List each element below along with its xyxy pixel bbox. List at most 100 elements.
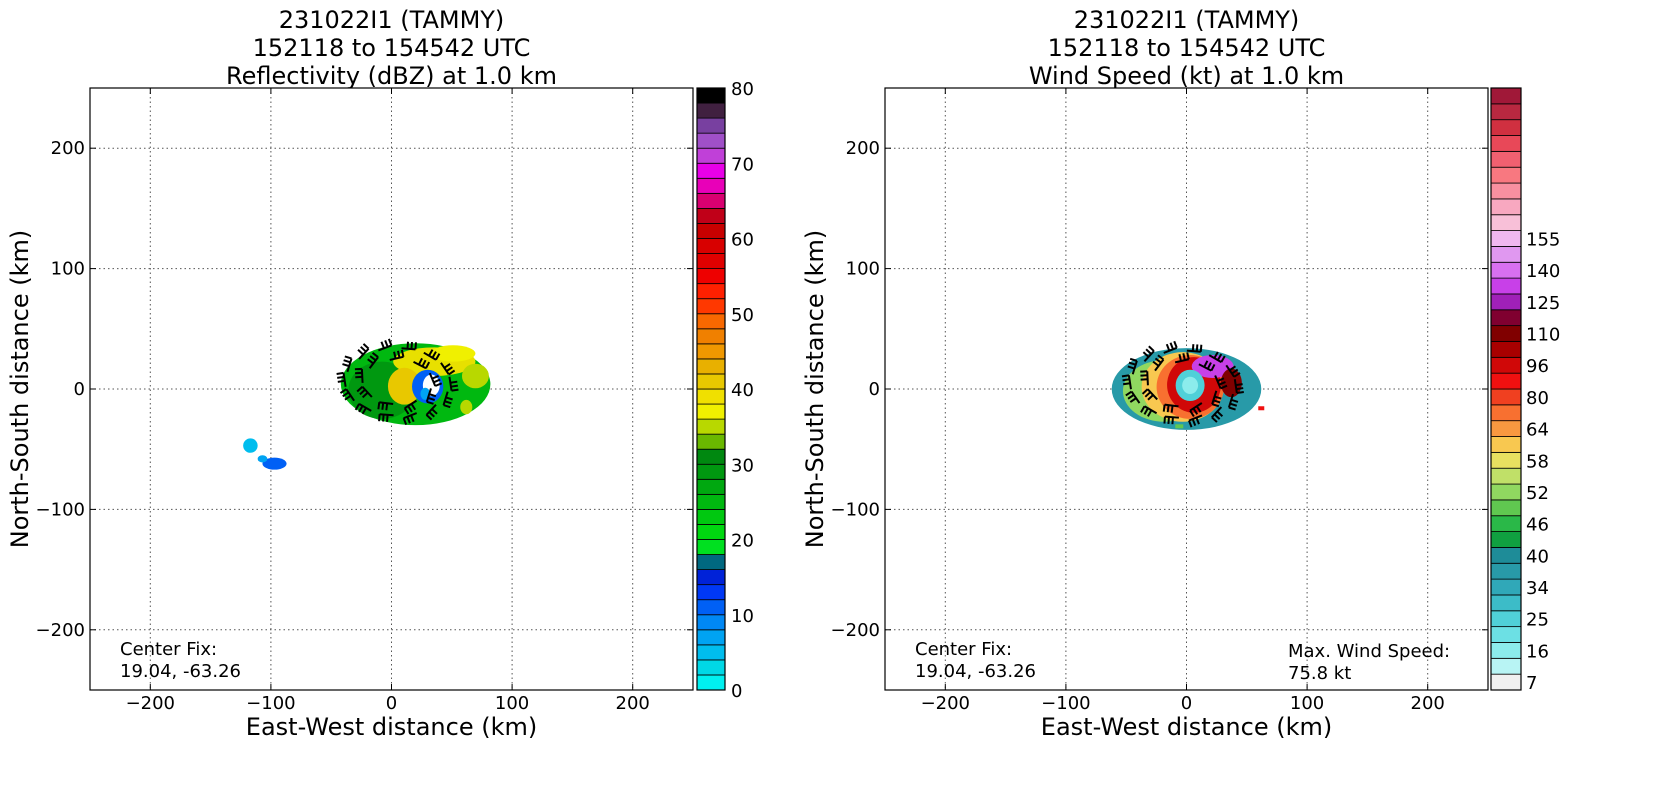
wind-barb-staff (423, 351, 437, 361)
wind-barb-staff (1227, 393, 1234, 408)
wind-barb-flag (336, 371, 344, 375)
wind-barb-flag (337, 379, 345, 383)
radar-echo-layer (1111, 340, 1265, 430)
wind-barb-staff (345, 388, 355, 402)
wind-barb (1141, 388, 1158, 401)
wind-barb-flag (425, 361, 431, 369)
wind-barb-flag (410, 414, 415, 423)
wind-barb-flag (414, 342, 417, 350)
colorbar-tick-label: 110 (1526, 325, 1560, 346)
wind-barb-flag (1199, 344, 1203, 352)
wind-barb-flag (361, 407, 367, 415)
colorbar-bin (1490, 499, 1522, 517)
wind-barb (354, 402, 372, 415)
x-tick-label: −100 (246, 693, 295, 714)
wind-barb-flag (417, 357, 423, 366)
wind-barb-flag (1195, 417, 1200, 425)
wind-barb-flag (1127, 365, 1135, 370)
wind-barb-flag (354, 403, 360, 411)
wind-barb-flag (443, 404, 451, 409)
wind-barb-flag (1147, 394, 1154, 401)
y-tick-label: −200 (36, 620, 85, 641)
wind-barb-flag (406, 416, 411, 424)
wind-barb-flag (342, 363, 350, 368)
wind-barb-flag (1228, 406, 1236, 411)
wind-barb-flag (1145, 348, 1152, 355)
colorbar-bin (1490, 277, 1522, 295)
title-line-field: Wind Speed (kt) at 1.0 km (1028, 62, 1345, 90)
wind-barb (423, 349, 441, 361)
x-axis-label: East-West distance (km) (1041, 713, 1332, 741)
wind-barb-flag (1171, 417, 1174, 425)
wind-barb-flag (1220, 355, 1226, 363)
colorbar-bin (1490, 451, 1522, 469)
colorbar-bin (1490, 341, 1522, 358)
wind-barb-flag (1231, 368, 1239, 375)
wind-barb-flag (1229, 402, 1238, 407)
wind-barb (1189, 402, 1203, 418)
colorbar-tick-label: 30 (731, 455, 754, 476)
wind-barb (1208, 351, 1226, 363)
wind-barb-flag (410, 403, 417, 411)
wind-barb (1174, 352, 1190, 364)
wind-barb-flag (1233, 372, 1241, 378)
y-tick-label: 200 (51, 138, 85, 159)
wind-barb-flag (1229, 365, 1237, 372)
wind-barb-flag (450, 380, 458, 384)
title-line-time: 152118 to 154542 UTC (1047, 34, 1326, 62)
wind-barb-staff (413, 360, 427, 370)
colorbar-bin (696, 177, 726, 194)
wind-barb-flag (1122, 378, 1130, 382)
wind-barb (1125, 390, 1141, 404)
wind-barb-flag (1142, 351, 1150, 358)
wind-barb-flag (431, 374, 439, 380)
colorbar-bin (696, 373, 726, 390)
colorbar-bin (696, 147, 726, 164)
wind-barb (402, 412, 418, 426)
colorbar-bin (696, 524, 726, 540)
wind-barb (1162, 403, 1179, 413)
wind-barb-flag (1162, 404, 1166, 412)
wind-barb (389, 349, 405, 361)
y-tick-label: 100 (846, 259, 880, 280)
wind-barb-flag (444, 400, 452, 405)
y-axis-label: North-South distance (km) (6, 230, 34, 549)
wind-barb-flag (1129, 397, 1137, 403)
title-line-field: Reflectivity (dBZ) at 1.0 km (226, 62, 557, 90)
wind-barb-flag (344, 355, 352, 360)
wind-barb-staff (1211, 390, 1218, 405)
colorbar-bin (1490, 166, 1522, 184)
colorbar-bin (696, 298, 726, 315)
wind-barb-flag (1123, 382, 1131, 386)
wind-barb-flag (1218, 381, 1226, 386)
echo-band-cell (243, 438, 258, 453)
wind-barb-flag (400, 349, 405, 358)
wind-barb (354, 367, 364, 383)
colorbar-bin (1490, 103, 1522, 121)
reflectivity-title: 231022I1 (TAMMY) 152118 to 154542 UTC Re… (90, 6, 693, 90)
colorbar-bin (696, 162, 726, 179)
colorbar-tick-label: 64 (1526, 420, 1549, 441)
colorbar-tick-label: 40 (731, 380, 754, 401)
wind-barb-flag (377, 402, 381, 410)
colorbar-bin (696, 207, 726, 224)
colorbar-tick-label: 140 (1526, 261, 1560, 282)
colorbar-bin (1490, 578, 1522, 596)
colorbar-tick-label: 125 (1526, 293, 1560, 314)
colorbar-bin (1490, 230, 1522, 247)
wind-isolated-cell (1258, 406, 1265, 411)
wind-barb-flag (367, 358, 374, 365)
colorbar-bin (1490, 293, 1522, 311)
wind-barb-flag (1182, 353, 1186, 361)
colorbar-bin (1490, 562, 1522, 580)
colorbar-bin (1490, 467, 1522, 485)
y-tick-label: −100 (831, 499, 880, 520)
wind-barb-flag (428, 349, 434, 357)
wind-barb-flag (1230, 398, 1239, 403)
echo-band-cell (262, 457, 287, 470)
wind-barb-flag (1211, 403, 1220, 408)
colorbar-bin (696, 629, 726, 646)
colorbar-bin (696, 508, 726, 525)
wind-barb-flag (342, 391, 350, 398)
